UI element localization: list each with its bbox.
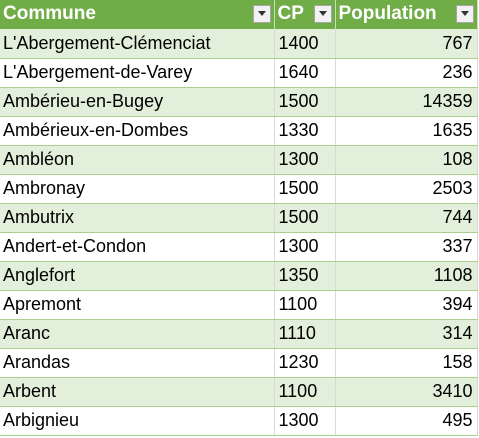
header-row: Commune CP Population xyxy=(0,0,478,29)
column-header-label: CP xyxy=(277,3,304,24)
cell-cp[interactable]: 1300 xyxy=(274,406,336,436)
table-row: Apremont 1100 394 xyxy=(0,290,478,320)
cell-commune[interactable]: L'Abergement-de-Varey xyxy=(0,58,275,88)
cell-commune[interactable]: Ambérieu-en-Bugey xyxy=(0,87,275,117)
cell-population[interactable]: 394 xyxy=(335,290,478,320)
cell-cp[interactable]: 1330 xyxy=(274,116,336,146)
cell-commune[interactable]: L'Abergement-Clémenciat xyxy=(0,29,275,59)
table-row: Ambérieu-en-Bugey 1500 14359 xyxy=(0,87,478,117)
cell-population[interactable]: 744 xyxy=(335,203,478,233)
cell-cp[interactable]: 1500 xyxy=(274,87,336,117)
table-row: Aranc 1110 314 xyxy=(0,319,478,349)
cell-population[interactable]: 767 xyxy=(335,29,478,59)
cell-commune[interactable]: Andert-et-Condon xyxy=(0,232,275,262)
cell-cp[interactable]: 1500 xyxy=(274,203,336,233)
cell-commune[interactable]: Ambléon xyxy=(0,145,275,175)
cell-population[interactable]: 495 xyxy=(335,406,478,436)
cell-cp[interactable]: 1500 xyxy=(274,174,336,204)
cell-commune[interactable]: Aranc xyxy=(0,319,275,349)
cell-cp[interactable]: 1400 xyxy=(274,29,336,59)
filter-dropdown-button[interactable] xyxy=(313,5,332,23)
cell-population[interactable]: 14359 xyxy=(335,87,478,117)
cell-commune[interactable]: Ambérieux-en-Dombes xyxy=(0,116,275,146)
cell-cp[interactable]: 1230 xyxy=(274,348,336,378)
cell-commune[interactable]: Anglefort xyxy=(0,261,275,291)
column-header-population[interactable]: Population xyxy=(335,0,478,29)
table-row: Ambérieux-en-Dombes 1330 1635 xyxy=(0,116,478,146)
cell-cp[interactable]: 1640 xyxy=(274,58,336,88)
cell-commune[interactable]: Ambronay xyxy=(0,174,275,204)
table-row: Arbignieu 1300 495 xyxy=(0,406,478,436)
table-row: Ambléon 1300 108 xyxy=(0,145,478,175)
cell-population[interactable]: 158 xyxy=(335,348,478,378)
cell-commune[interactable]: Arbignieu xyxy=(0,406,275,436)
cell-cp[interactable]: 1300 xyxy=(274,232,336,262)
cell-population[interactable]: 3410 xyxy=(335,377,478,407)
cell-population[interactable]: 2503 xyxy=(335,174,478,204)
table-row: Andert-et-Condon 1300 337 xyxy=(0,232,478,262)
cell-population[interactable]: 314 xyxy=(335,319,478,349)
cell-commune[interactable]: Apremont xyxy=(0,290,275,320)
cell-cp[interactable]: 1100 xyxy=(274,377,336,407)
cell-cp[interactable]: 1300 xyxy=(274,145,336,175)
column-header-cp[interactable]: CP xyxy=(274,0,336,29)
filter-dropdown-button[interactable] xyxy=(252,5,271,23)
table-row: L'Abergement-Clémenciat 1400 767 xyxy=(0,29,478,59)
cell-cp[interactable]: 1100 xyxy=(274,290,336,320)
cell-population[interactable]: 108 xyxy=(335,145,478,175)
cell-population[interactable]: 1635 xyxy=(335,116,478,146)
cell-cp[interactable]: 1350 xyxy=(274,261,336,291)
cell-population[interactable]: 1108 xyxy=(335,261,478,291)
table-row: L'Abergement-de-Varey 1640 236 xyxy=(0,58,478,88)
chevron-down-icon xyxy=(257,11,266,16)
cell-commune[interactable]: Ambutrix xyxy=(0,203,275,233)
filter-dropdown-button[interactable] xyxy=(455,5,474,23)
cell-population[interactable]: 236 xyxy=(335,58,478,88)
table-row: Ambronay 1500 2503 xyxy=(0,174,478,204)
cell-commune[interactable]: Arandas xyxy=(0,348,275,378)
chevron-down-icon xyxy=(460,11,469,16)
column-header-label: Population xyxy=(338,3,437,24)
table-row: Arandas 1230 158 xyxy=(0,348,478,378)
cell-cp[interactable]: 1110 xyxy=(274,319,336,349)
column-header-label: Commune xyxy=(3,3,96,24)
cell-population[interactable]: 337 xyxy=(335,232,478,262)
chevron-down-icon xyxy=(318,11,327,16)
column-header-commune[interactable]: Commune xyxy=(0,0,275,29)
table-row: Ambutrix 1500 744 xyxy=(0,203,478,233)
cell-commune[interactable]: Arbent xyxy=(0,377,275,407)
table-row: Anglefort 1350 1108 xyxy=(0,261,478,291)
table-row: Arbent 1100 3410 xyxy=(0,377,478,407)
